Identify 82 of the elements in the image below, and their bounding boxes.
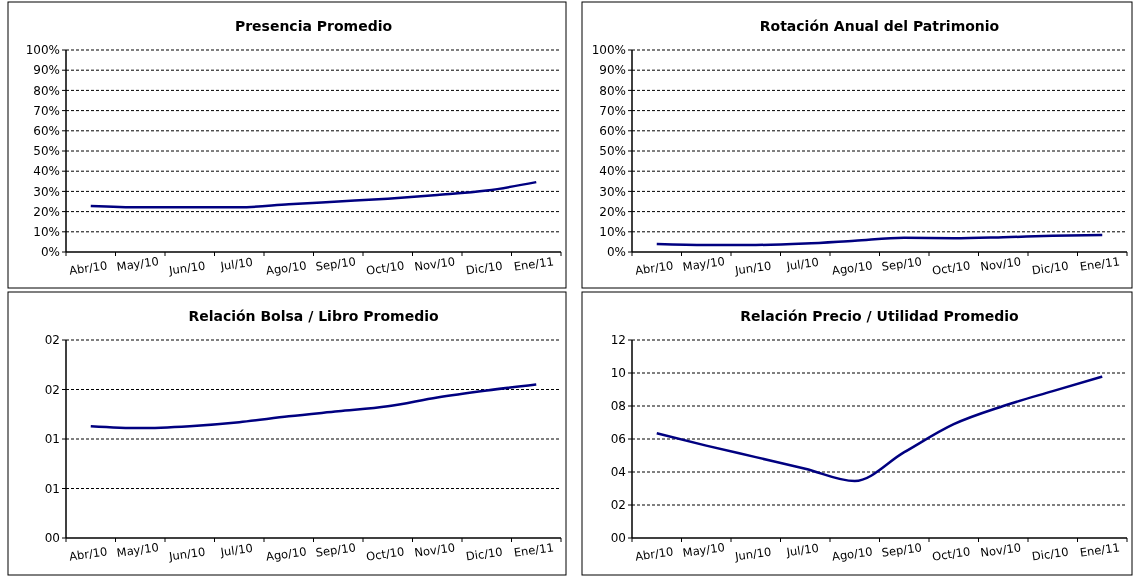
x-tick-label: Ene/11 [512, 254, 555, 274]
x-tick-label: Ene/11 [1078, 254, 1121, 274]
y-tick-label: 40% [599, 164, 626, 179]
y-tick-label: 04 [610, 465, 626, 480]
x-tick-label: Oct/10 [931, 258, 972, 278]
x-tick-label: May/10 [681, 254, 726, 274]
y-tick-label: 70% [599, 103, 626, 118]
y-tick-label: 01 [44, 432, 60, 447]
y-tick-label: 60% [599, 124, 626, 138]
x-tick-label: Sep/10 [314, 540, 357, 560]
x-tick-label: Ago/10 [265, 544, 308, 564]
y-tick-label: 0% [606, 245, 626, 260]
x-tick-label: Nov/10 [413, 540, 456, 560]
x-tick-label: Dic/10 [464, 544, 504, 564]
x-tick-label: Ene/11 [512, 540, 555, 560]
x-tick-label: Oct/10 [931, 544, 972, 564]
y-tick-label: 30% [33, 184, 60, 199]
y-tick-label: 50% [599, 144, 626, 159]
chart-title: Relación Precio / Utilidad Promedio [740, 308, 1020, 324]
x-tick-label: Sep/10 [880, 540, 923, 560]
x-tick-label: Dic/10 [464, 258, 504, 278]
x-tick-label: Dic/10 [1030, 258, 1070, 278]
line-series [655, 233, 1104, 247]
x-tick-label: Nov/10 [413, 254, 456, 274]
x-tick-label: Abr/10 [634, 258, 675, 278]
x-tick-label: Sep/10 [880, 254, 923, 274]
x-tick-label: Dic/10 [1030, 544, 1070, 564]
x-tick-label: Ago/10 [265, 258, 308, 278]
y-tick-label: 10 [610, 366, 626, 381]
x-tick-label: Jun/10 [167, 258, 207, 278]
y-tick-label: 12 [610, 333, 626, 348]
x-tick-label: Ene/11 [1078, 540, 1121, 560]
x-tick-label: Jun/10 [733, 258, 773, 278]
chart-title: Presencia Promedio [234, 18, 393, 34]
y-tick-label: 80% [599, 83, 626, 98]
y-tick-label: 70% [33, 103, 60, 118]
x-tick-label: Sep/10 [314, 254, 357, 274]
x-tick-label: Jul/10 [218, 254, 254, 274]
y-tick-label: 10% [599, 225, 626, 239]
y-tick-label: 90% [599, 63, 626, 78]
y-tick-label: 60% [33, 124, 60, 138]
x-tick-label: May/10 [115, 540, 160, 560]
y-tick-label: 80% [33, 83, 60, 98]
y-tick-label: 90% [33, 63, 60, 78]
y-tick-label: 06 [610, 432, 626, 447]
y-tick-label: 02 [610, 498, 626, 513]
y-tick-label: 02 [44, 382, 60, 397]
chart-title: Rotación Anual del Patrimonio [759, 18, 1000, 34]
x-tick-label: Ago/10 [831, 258, 874, 278]
y-tick-label: 00 [610, 531, 626, 546]
y-tick-label: 100% [25, 43, 60, 58]
y-tick-label: 30% [599, 184, 626, 199]
x-tick-label: Jul/10 [784, 540, 820, 560]
line-series [89, 180, 538, 209]
x-tick-label: Jun/10 [733, 544, 773, 564]
line-series [655, 375, 1104, 483]
y-tick-label: 01 [44, 481, 60, 496]
y-tick-label: 40% [33, 164, 60, 179]
x-tick-label: Abr/10 [634, 544, 675, 564]
x-tick-label: Jun/10 [167, 544, 207, 564]
x-tick-label: Abr/10 [68, 258, 109, 278]
y-tick-label: 02 [44, 333, 60, 348]
y-tick-label: 100% [591, 43, 626, 58]
x-tick-label: Nov/10 [979, 254, 1022, 274]
x-tick-label: Abr/10 [68, 544, 109, 564]
chart-title: Relación Bolsa / Libro Promedio [188, 308, 440, 324]
x-tick-label: Ago/10 [831, 544, 874, 564]
y-tick-label: 00 [44, 531, 60, 546]
y-tick-label: 20% [599, 204, 626, 219]
line-series [89, 383, 538, 430]
x-tick-label: Oct/10 [365, 258, 406, 278]
y-tick-label: 0% [40, 245, 60, 260]
x-tick-label: Jul/10 [784, 254, 820, 274]
x-tick-label: Oct/10 [365, 544, 406, 564]
x-tick-label: May/10 [681, 540, 726, 560]
y-tick-label: 10% [33, 225, 60, 239]
x-tick-label: Nov/10 [979, 540, 1022, 560]
y-tick-label: 20% [33, 204, 60, 219]
y-tick-label: 08 [610, 399, 626, 414]
x-tick-label: Jul/10 [218, 540, 254, 560]
x-tick-label: May/10 [115, 254, 160, 274]
y-tick-label: 50% [33, 144, 60, 159]
